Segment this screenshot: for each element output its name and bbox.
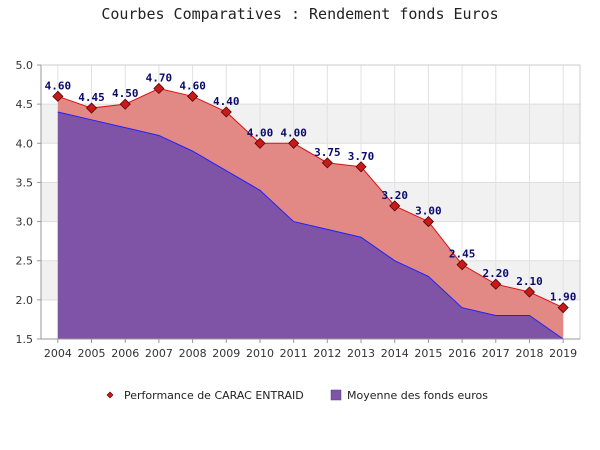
performance-marker: [52, 90, 64, 102]
x-tick-label: 2009: [212, 347, 240, 360]
x-tick-label: 2016: [448, 347, 476, 360]
x-tick-label: 2019: [549, 347, 577, 360]
x-tick-label: 2014: [381, 347, 409, 360]
x-tick-label: 2008: [179, 347, 207, 360]
y-tick-label: 3.5: [16, 176, 34, 189]
performance-marker: [355, 161, 367, 173]
performance-data-label: 4.00: [280, 126, 307, 139]
performance-data-label: 4.70: [146, 71, 173, 84]
y-tick-label: 4.5: [16, 98, 34, 111]
performance-data-label: 3.20: [381, 189, 408, 202]
performance-data-label: 4.00: [247, 126, 274, 139]
performance-marker: [389, 200, 401, 212]
y-tick-label: 2.5: [16, 255, 34, 268]
x-tick-label: 2013: [347, 347, 375, 360]
x-tick-label: 2017: [482, 347, 510, 360]
performance-marker: [321, 157, 333, 169]
y-tick-label: 2.0: [16, 294, 34, 307]
performance-marker: [220, 106, 232, 118]
x-tick-label: 2005: [78, 347, 106, 360]
performance-marker: [153, 82, 165, 95]
performance-marker: [557, 302, 569, 314]
y-tick-label: 3.0: [16, 216, 34, 229]
performance-data-label: 3.70: [348, 150, 375, 163]
performance-marker: [187, 90, 199, 102]
performance-data-label: 4.50: [112, 87, 139, 100]
performance-data-label: 4.40: [213, 95, 240, 108]
y-tick-label: 5.0: [16, 59, 34, 72]
performance-data-labels: 4.60 4.45 4.50 4.70 4.60 4.40 4.00 4.00 3.75 3.70…: [45, 71, 577, 303]
x-tick-label: 2010: [246, 347, 274, 360]
legend-performance-swatch: [106, 391, 114, 399]
x-tick-label: 2012: [313, 347, 341, 360]
performance-marker: [523, 286, 536, 298]
performance-data-label: 4.60: [179, 79, 206, 92]
performance-data-label: 2.10: [516, 275, 543, 288]
performance-marker: [456, 259, 468, 271]
performance-data-label: 2.20: [483, 267, 510, 280]
legend-average-label: Moyenne des fonds euros: [347, 389, 488, 402]
performance-data-label: 3.75: [314, 146, 341, 159]
performance-data-label: 4.60: [45, 79, 72, 92]
y-axis-ticks: 1.5 2.0 2.5 3.0 3.5 4.0 4.5 5.0: [16, 59, 41, 346]
performance-data-label: 1.90: [550, 291, 577, 304]
average-line: [57, 111, 564, 340]
x-axis-ticks: 2004 2005 2006 2007 2008 2009 2010 2011 2012 2013…: [44, 339, 577, 360]
performance-data-label: 4.45: [78, 91, 105, 104]
legend-performance-label: Performance de CARAC ENTRAID: [124, 389, 304, 402]
chart-title: Courbes Comparatives : Rendement fonds E…: [101, 5, 498, 23]
x-tick-label: 2015: [414, 347, 442, 360]
y-tick-label: 4.0: [16, 137, 34, 150]
performance-marker: [85, 102, 98, 114]
performance-data-label: 3.00: [415, 205, 442, 218]
x-tick-label: 2011: [280, 347, 308, 360]
performance-marker: [422, 216, 434, 228]
performance-line: [57, 87, 564, 309]
performance-data-label: 2.45: [449, 248, 476, 261]
x-tick-label: 2007: [145, 347, 173, 360]
y-tick-label: 1.5: [16, 333, 34, 346]
performance-marker: [254, 137, 266, 149]
performance-markers: [52, 82, 569, 314]
axes: [40, 64, 581, 340]
x-tick-label: 2006: [111, 347, 139, 360]
x-tick-label: 2004: [44, 347, 72, 360]
legend-average-swatch: [330, 389, 342, 401]
x-tick-label: 2018: [515, 347, 543, 360]
performance-marker: [119, 98, 131, 110]
performance-marker: [288, 137, 300, 149]
performance-marker: [490, 278, 502, 290]
legend: Performance de CARAC ENTRAID Moyenne des …: [106, 389, 488, 402]
average-area: [57, 111, 564, 340]
